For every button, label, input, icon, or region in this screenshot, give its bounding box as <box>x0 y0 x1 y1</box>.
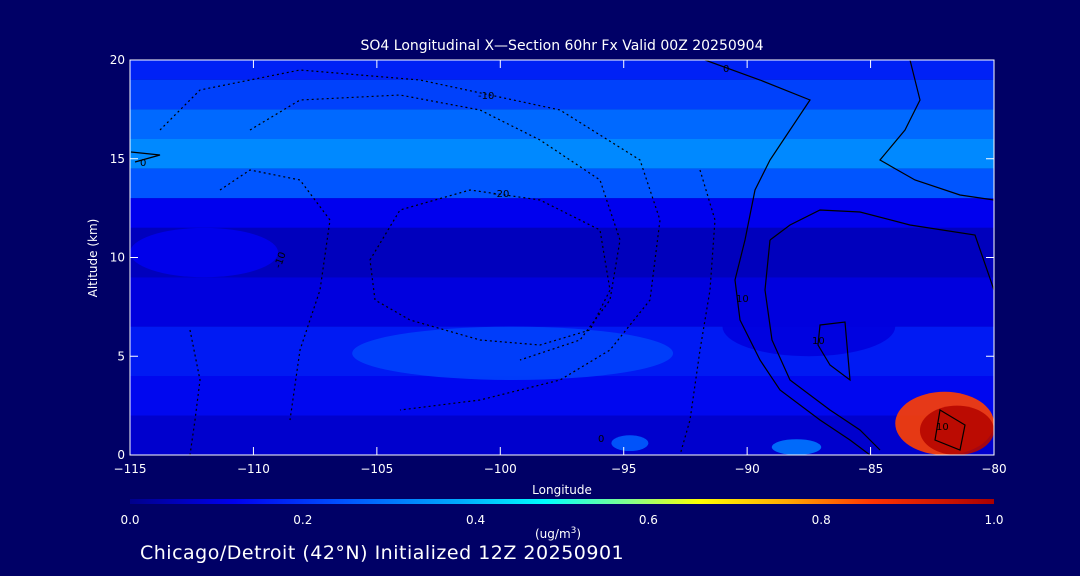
colorbar-unit: (ug/m3) <box>535 526 581 541</box>
heatmap-band <box>130 415 994 455</box>
heatmap-feature <box>352 326 674 380</box>
colorbar-tick-label: 0.2 <box>293 513 312 527</box>
x-tick-label: −115 <box>114 462 147 476</box>
x-tick-label: −85 <box>858 462 883 476</box>
heatmap-band <box>130 60 994 80</box>
contour-label: -20 <box>493 189 509 200</box>
heatmap-band <box>130 79 994 110</box>
heatmap-feature <box>130 227 279 278</box>
y-tick-label: 5 <box>117 349 125 363</box>
colorbar-tick-label: 1.0 <box>984 513 1003 527</box>
colorbar-ticks: 0.0 0.2 0.4 0.6 0.8 1.0 <box>120 513 1003 527</box>
y-axis-label: Altitude (km) <box>86 219 100 298</box>
heatmap-feature <box>771 439 822 455</box>
contour-line <box>769 209 994 291</box>
y-axis: 0 5 10 15 20 <box>110 53 994 462</box>
colorbar-unit-sup: 3 <box>570 526 577 536</box>
chart-title: SO4 Longitudinal X—Section 60hr Fx Valid… <box>361 38 764 54</box>
colorbar-unit-close: ) <box>576 527 582 541</box>
footer-caption: Chicago/Detroit (42°N) Initialized 12Z 2… <box>140 542 625 564</box>
colorbar-tick-label: 0.6 <box>639 513 658 527</box>
colorbar-unit-base: (ug/m <box>535 527 571 541</box>
y-tick-label: 20 <box>110 53 125 67</box>
contour-line <box>934 409 966 451</box>
colorbar-tick-label: 0.8 <box>812 513 831 527</box>
heatmap-features <box>130 227 994 455</box>
contour-label: 0 <box>723 64 729 75</box>
heatmap-band <box>130 109 994 139</box>
colorbar <box>130 499 994 504</box>
x-tick-label: −100 <box>484 462 517 476</box>
contour-labels: 0 -10 -20 -10 0 10 10 10 0 <box>140 64 949 445</box>
x-axis-label: Longitude <box>532 483 592 497</box>
contour-line <box>764 239 881 451</box>
contour-label: 10 <box>736 294 749 305</box>
heatmap-band <box>130 139 994 169</box>
contour-line <box>159 69 661 411</box>
x-tick-label: −90 <box>734 462 759 476</box>
contour-line <box>219 169 331 421</box>
heatmap-feature <box>919 405 994 455</box>
contour-label: 0 <box>598 434 604 445</box>
y-tick-label: 15 <box>110 152 125 166</box>
contour-label: -10 <box>478 91 494 102</box>
plot-area: 0 -10 -20 -10 0 10 10 10 0 <box>130 60 994 455</box>
contour-label: 10 <box>936 422 949 433</box>
heatmap-feature <box>722 297 896 357</box>
colorbar-tick-label: 0.4 <box>466 513 485 527</box>
heatmap-feature <box>611 435 649 452</box>
contour-line <box>369 189 611 346</box>
heatmap-band <box>130 198 994 228</box>
contour-line <box>817 321 851 382</box>
x-axis: −115 −110 −105 −100 −95 −90 −85 −80 <box>114 60 1007 476</box>
x-tick-label: −95 <box>611 462 636 476</box>
contour-line <box>189 329 201 455</box>
x-tick-label: −110 <box>237 462 270 476</box>
colorbar-tick-label: 0.0 <box>120 513 139 527</box>
x-tick-label: −80 <box>981 462 1006 476</box>
heatmap-band <box>130 376 994 416</box>
contour-label: 0 <box>140 158 146 169</box>
contour-label: 10 <box>812 336 825 347</box>
x-tick-label: −105 <box>360 462 393 476</box>
heatmap-band <box>130 168 994 199</box>
y-tick-label: 0 <box>117 448 125 462</box>
contour-line <box>879 60 994 201</box>
contour-line <box>704 60 871 455</box>
contour-lines <box>130 60 994 455</box>
heatmap-bands <box>130 60 994 455</box>
y-tick-label: 10 <box>110 251 125 265</box>
contour-line <box>130 151 161 163</box>
contour-label: -10 <box>273 251 289 270</box>
